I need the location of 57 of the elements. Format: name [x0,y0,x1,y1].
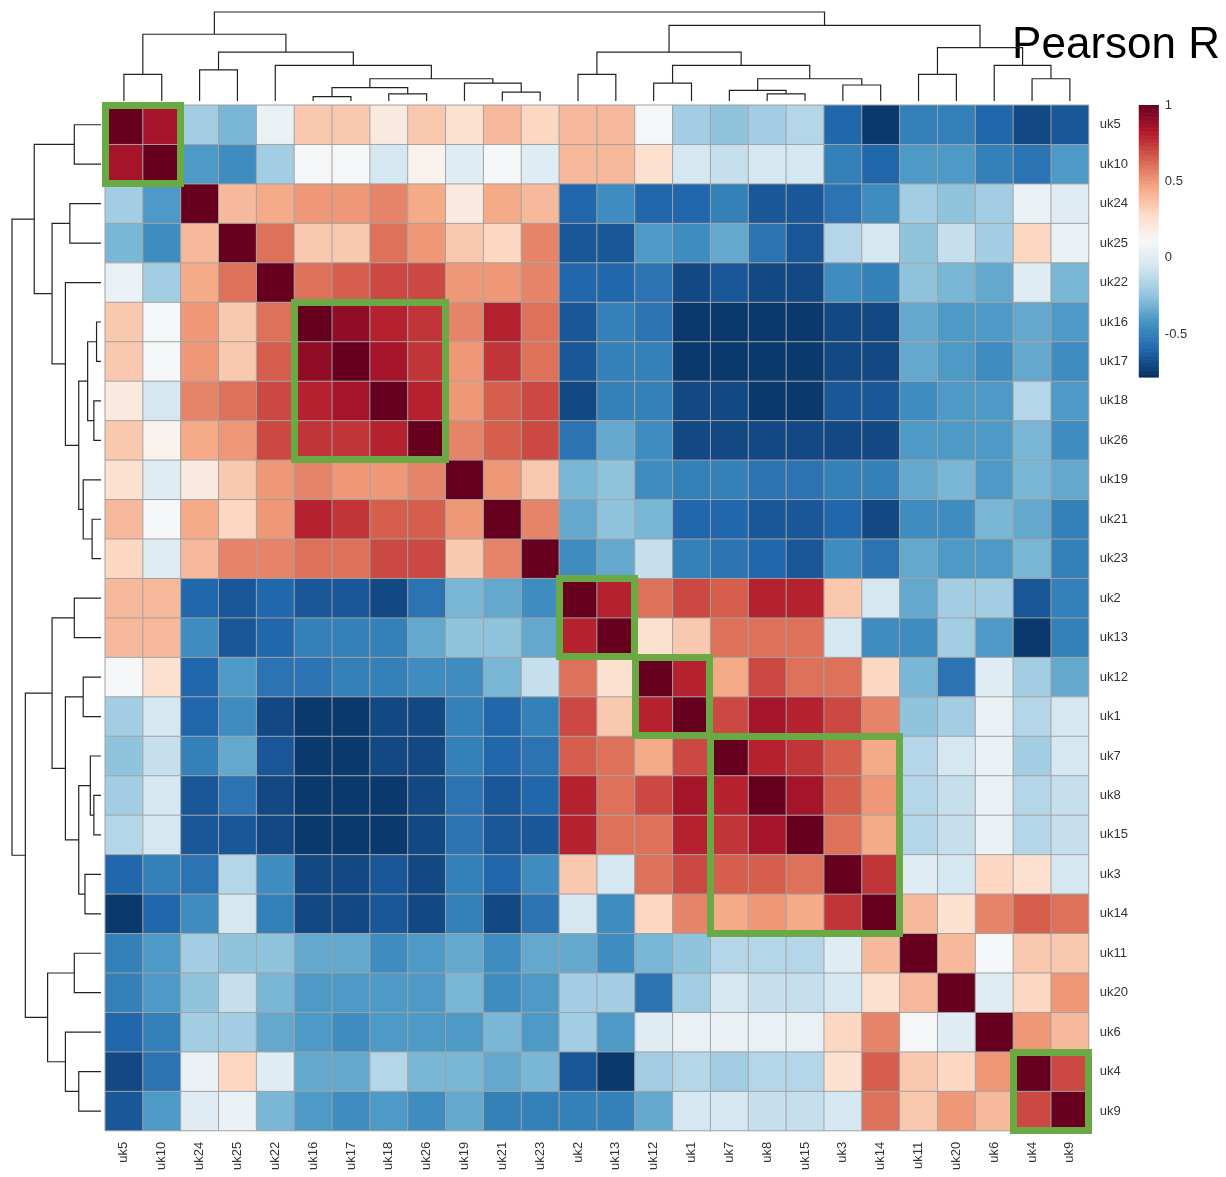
color-bar-title: Pearson R [1012,18,1220,68]
y-tick-label: uk16 [1099,313,1129,329]
x-tick-label: uk5 [115,1141,131,1163]
y-tick-label: uk14 [1099,905,1129,921]
x-tick-label: uk23 [531,1141,547,1171]
y-tick-label: uk1 [1099,708,1121,724]
x-tick-label: uk17 [342,1141,358,1171]
y-tick-label: uk9 [1099,1102,1121,1118]
x-tick-label: uk15 [796,1141,812,1171]
x-tick-label: uk6 [985,1141,1001,1163]
y-tick-label: uk12 [1099,668,1129,684]
x-tick-label: uk22 [266,1141,282,1171]
x-tick-label: uk25 [229,1141,245,1171]
x-tick-label: uk26 [418,1141,434,1171]
color-bar-label: 0 [1164,249,1173,265]
x-tick-label: uk3 [834,1141,850,1163]
y-tick-label: uk22 [1099,274,1129,290]
y-tick-label: uk4 [1099,1063,1121,1079]
y-tick-label: uk6 [1099,1023,1121,1039]
x-tick-label: uk12 [645,1141,661,1171]
y-tick-label: uk7 [1099,747,1121,763]
y-tick-label: uk20 [1099,984,1129,1000]
x-tick-label: uk7 [720,1141,736,1163]
y-tick-label: uk5 [1099,116,1121,132]
y-tick-label: uk15 [1099,826,1129,842]
x-tick-label: uk19 [456,1141,472,1171]
y-tick-label: uk24 [1099,195,1129,211]
x-tick-label: uk24 [191,1141,207,1171]
y-tick-label: uk23 [1099,550,1129,566]
x-tick-label: uk8 [758,1141,774,1163]
y-tick-label: uk11 [1099,944,1128,960]
y-tick-label: uk2 [1099,589,1121,605]
x-tick-label: uk1 [683,1141,699,1163]
x-tick-label: uk16 [304,1141,320,1171]
y-tick-label: uk18 [1099,392,1129,408]
x-tick-label: uk2 [569,1141,585,1163]
x-tick-label: uk21 [493,1141,509,1171]
x-tick-label: uk10 [153,1141,169,1171]
y-tick-label: uk19 [1099,471,1129,487]
y-tick-label: uk8 [1099,787,1121,803]
y-tick-label: uk17 [1099,353,1129,369]
y-tick-label: uk3 [1099,865,1121,881]
color-bar-label: -0.5 [1164,325,1188,341]
x-tick-label: uk13 [607,1141,623,1171]
x-tick-label: uk18 [380,1141,396,1171]
y-tick-label: uk25 [1099,234,1129,250]
x-tick-label: uk9 [1061,1141,1077,1163]
x-tick-label: uk20 [947,1141,963,1171]
color-bar-label: 1 [1164,96,1173,112]
y-tick-label: uk10 [1099,155,1129,171]
y-tick-label: uk21 [1099,510,1129,526]
y-tick-label: uk13 [1099,629,1129,645]
y-tick-label: uk26 [1099,431,1129,447]
color-bar-label: 0.5 [1164,172,1183,188]
x-tick-label: uk14 [872,1141,888,1171]
x-tick-label: uk11 [910,1141,926,1170]
x-tick-label: uk4 [1023,1141,1039,1163]
